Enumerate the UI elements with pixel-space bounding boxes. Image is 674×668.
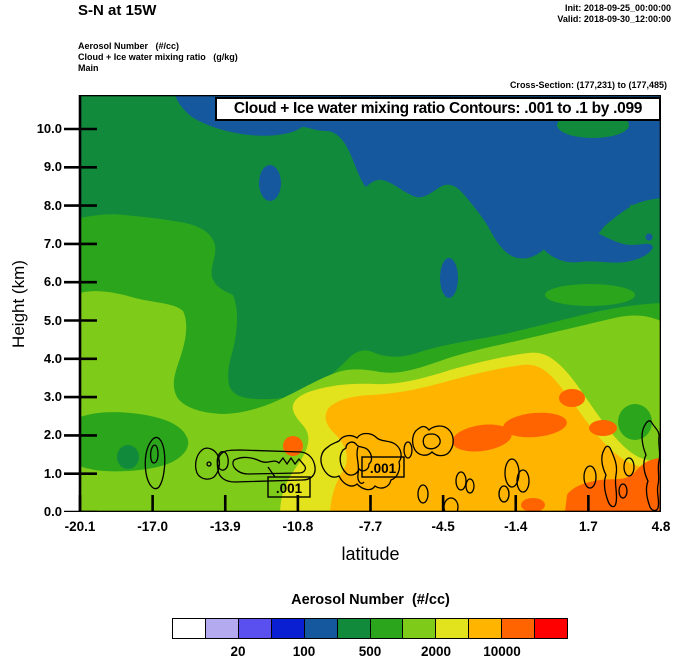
y-tick-label: 1.0 [43,465,62,481]
cloud-ice-contour-lines [144,420,661,512]
x-tick-label: -17.0 [137,519,169,534]
y-tick-label: 2.0 [43,427,62,443]
colorbar-tick-label: 500 [358,644,382,659]
x-axis-ticks [78,495,661,512]
colorbar-cell [205,619,239,638]
x-tick-label: 1.7 [578,519,598,534]
y-tick-label: 8.0 [43,197,62,213]
colorbar-cell [337,619,371,638]
x-tick-label: -1.4 [504,519,528,534]
colorbar [172,618,568,639]
colorbar-tick-label: 2000 [420,644,452,659]
cross-section-info: Cross-Section: (177,231) to (177,485) [509,80,667,90]
x-tick-label: 4.8 [651,519,671,534]
x-tick-label: -20.1 [64,519,96,534]
colorbar-cell [304,619,338,638]
fill-region-blue-cloud-band [175,95,661,298]
cross-section-plot: .001 .001 [64,95,661,512]
colorbar-cell [403,619,437,638]
colorbar-cell [469,619,503,638]
run-times: Init: 2018-09-25_00:00:00 Valid: 2018-09… [557,3,671,25]
fill-region-low-level-green-patches [80,284,652,472]
colorbar-cell [502,619,536,638]
plot-border [78,95,661,512]
y-tick-label: 3.0 [43,389,62,405]
y-tick-label: 5.0 [43,312,62,328]
x-tick-label: -13.9 [209,519,241,534]
colorbar-tick-label: 10000 [483,644,521,659]
colorbar-cell [535,619,568,638]
colorbar-cell [238,619,272,638]
contour-label-text: .001 [276,481,303,496]
y-tick-label: 9.0 [43,159,62,175]
colorbar-tick-label: 20 [230,644,246,659]
y-tick-label: 4.0 [43,350,62,366]
y-axis-title: Height (km) [9,260,28,348]
colorbar-cell [271,619,305,638]
init-time: Init: 2018-09-25_00:00:00 [564,3,671,13]
contour-label-001-north: .001 [361,456,405,478]
x-tick-label: -7.7 [358,519,383,534]
y-tick-label: 7.0 [43,235,62,251]
y-tick-label: 6.0 [43,274,62,290]
colorbar-tick-label: 100 [292,644,316,659]
contour-label-text: .001 [370,461,397,476]
colorbar-cell [370,619,404,638]
colorbar-cell [436,619,470,638]
y-tick-label: 10.0 [36,121,62,136]
page-title: S-N at 15W [78,2,157,19]
x-tick-label: -10.8 [282,519,314,534]
y-tick-label: 0.0 [43,504,62,519]
variable-legend: Aerosol Number (#/cc) Cloud + Ice water … [78,41,238,73]
x-tick-label: -4.5 [431,519,455,534]
contour-info-box: Cloud + Ice water mixing ratio Contours:… [215,97,661,121]
colorbar-title: Aerosol Number (#/cc) [291,592,450,608]
valid-time: Valid: 2018-09-30_12:00:00 [557,14,671,24]
x-axis-title: latitude [341,544,400,564]
colorbar-cell [173,619,206,638]
contour-label-001-south: .001 [267,476,311,498]
